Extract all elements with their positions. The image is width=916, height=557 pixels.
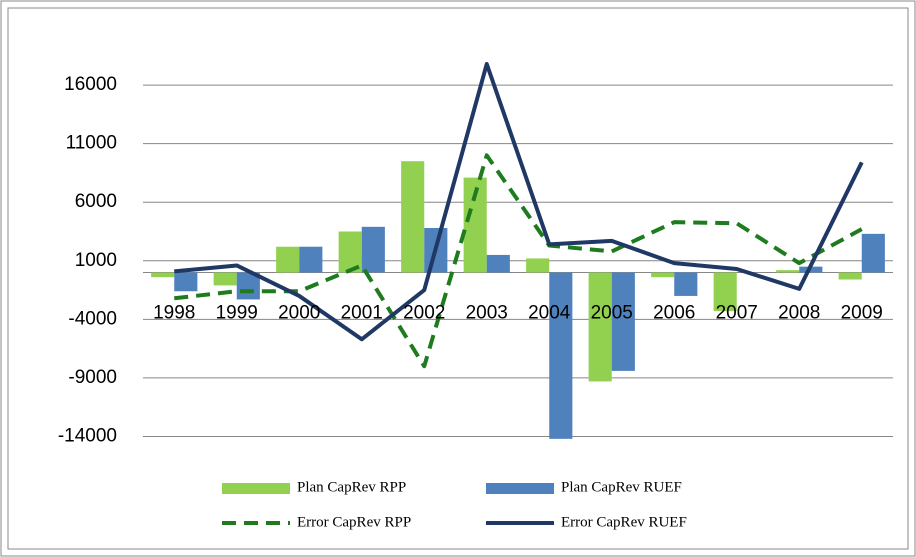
- bar: [338, 231, 362, 273]
- x-tick-label: 2009: [841, 303, 883, 324]
- legend-label: Plan CapRev RUEF: [561, 479, 682, 495]
- x-tick-label: 2008: [778, 303, 820, 324]
- x-tick-label: 1999: [216, 303, 258, 324]
- bar: [674, 272, 698, 296]
- y-tick-label: 1000: [75, 250, 117, 271]
- bar: [713, 272, 737, 312]
- bar: [838, 272, 862, 280]
- legend-swatch: [222, 483, 290, 494]
- y-tick-label: -14000: [58, 426, 117, 447]
- y-tick-label: 11000: [66, 133, 117, 154]
- legend-label: Error CapRev RUEF: [561, 514, 687, 530]
- bar: [361, 226, 385, 273]
- x-tick-label: 2004: [528, 303, 571, 324]
- x-tick-label: 2002: [403, 303, 445, 324]
- bar: [463, 177, 487, 273]
- y-tick-label: -9000: [68, 367, 117, 388]
- bar: [861, 233, 885, 273]
- line-series: [174, 61, 864, 342]
- bar: [299, 246, 323, 273]
- bar: [276, 246, 300, 273]
- bar: [776, 270, 800, 273]
- x-tick-label: 2007: [716, 303, 758, 324]
- bar: [174, 272, 198, 292]
- x-tick-label: 1998: [153, 303, 195, 324]
- x-tick-label: 2001: [341, 303, 383, 324]
- bar: [526, 258, 550, 273]
- bar: [549, 272, 573, 439]
- bar: [401, 161, 425, 273]
- x-tick-label: 2000: [278, 303, 320, 324]
- bar: [213, 272, 237, 286]
- bar: [651, 272, 675, 278]
- legend-label: Plan CapRev RPP: [297, 479, 406, 495]
- legend-swatch: [486, 483, 554, 494]
- x-tick-label: 2005: [591, 303, 633, 324]
- plot-frame: [7, 7, 909, 550]
- x-tick-label: 2003: [466, 303, 508, 324]
- bar: [486, 254, 510, 273]
- y-tick-label: -4000: [68, 308, 117, 329]
- y-tick-label: 6000: [75, 191, 117, 212]
- bar: [151, 272, 175, 278]
- bar: [611, 272, 635, 371]
- x-tick-label: 2006: [653, 303, 695, 324]
- legend-label: Error CapRev RPP: [297, 514, 411, 530]
- y-tick-label: 16000: [64, 74, 117, 95]
- bar: [588, 272, 612, 382]
